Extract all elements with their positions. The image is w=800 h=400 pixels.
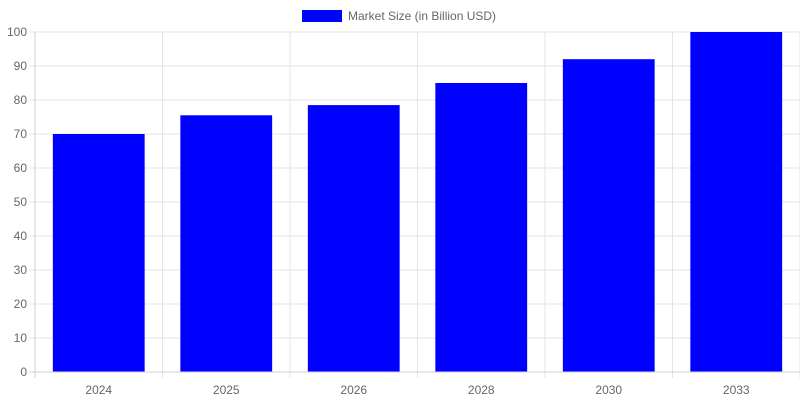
bar-2033[interactable] xyxy=(690,32,783,372)
x-tick-label: 2025 xyxy=(213,383,240,397)
bars xyxy=(52,32,783,373)
bar-2024[interactable] xyxy=(52,134,145,372)
x-tick-label: 2024 xyxy=(85,383,112,397)
bar-2025[interactable] xyxy=(180,115,273,373)
bar-2028[interactable] xyxy=(435,83,528,372)
y-tick-label: 90 xyxy=(14,59,28,73)
x-tick-label: 2028 xyxy=(468,383,495,397)
y-tick-label: 60 xyxy=(14,161,28,175)
legend[interactable]: Market Size (in Billion USD) xyxy=(302,9,496,23)
legend-label[interactable]: Market Size (in Billion USD) xyxy=(348,9,496,23)
y-tick-label: 10 xyxy=(14,331,28,345)
legend-swatch[interactable] xyxy=(302,10,342,22)
y-tick-label: 80 xyxy=(14,93,28,107)
axes xyxy=(29,32,800,378)
y-tick-label: 30 xyxy=(14,263,28,277)
y-tick-label: 0 xyxy=(20,365,27,379)
bar-2026[interactable] xyxy=(307,105,400,372)
x-axis-ticks: 2024 2025 2026 2028 2030 2033 xyxy=(85,383,750,397)
x-tick-label: 2033 xyxy=(723,383,750,397)
x-tick-label: 2026 xyxy=(340,383,367,397)
x-tick-label: 2030 xyxy=(595,383,622,397)
y-tick-label: 50 xyxy=(14,195,28,209)
y-axis-ticks: 0 10 20 30 40 50 60 70 80 90 100 xyxy=(7,25,27,379)
y-tick-label: 100 xyxy=(7,25,27,39)
bar-2030[interactable] xyxy=(562,59,655,372)
y-tick-label: 20 xyxy=(14,297,28,311)
y-tick-label: 70 xyxy=(14,127,28,141)
y-tick-label: 40 xyxy=(14,229,28,243)
